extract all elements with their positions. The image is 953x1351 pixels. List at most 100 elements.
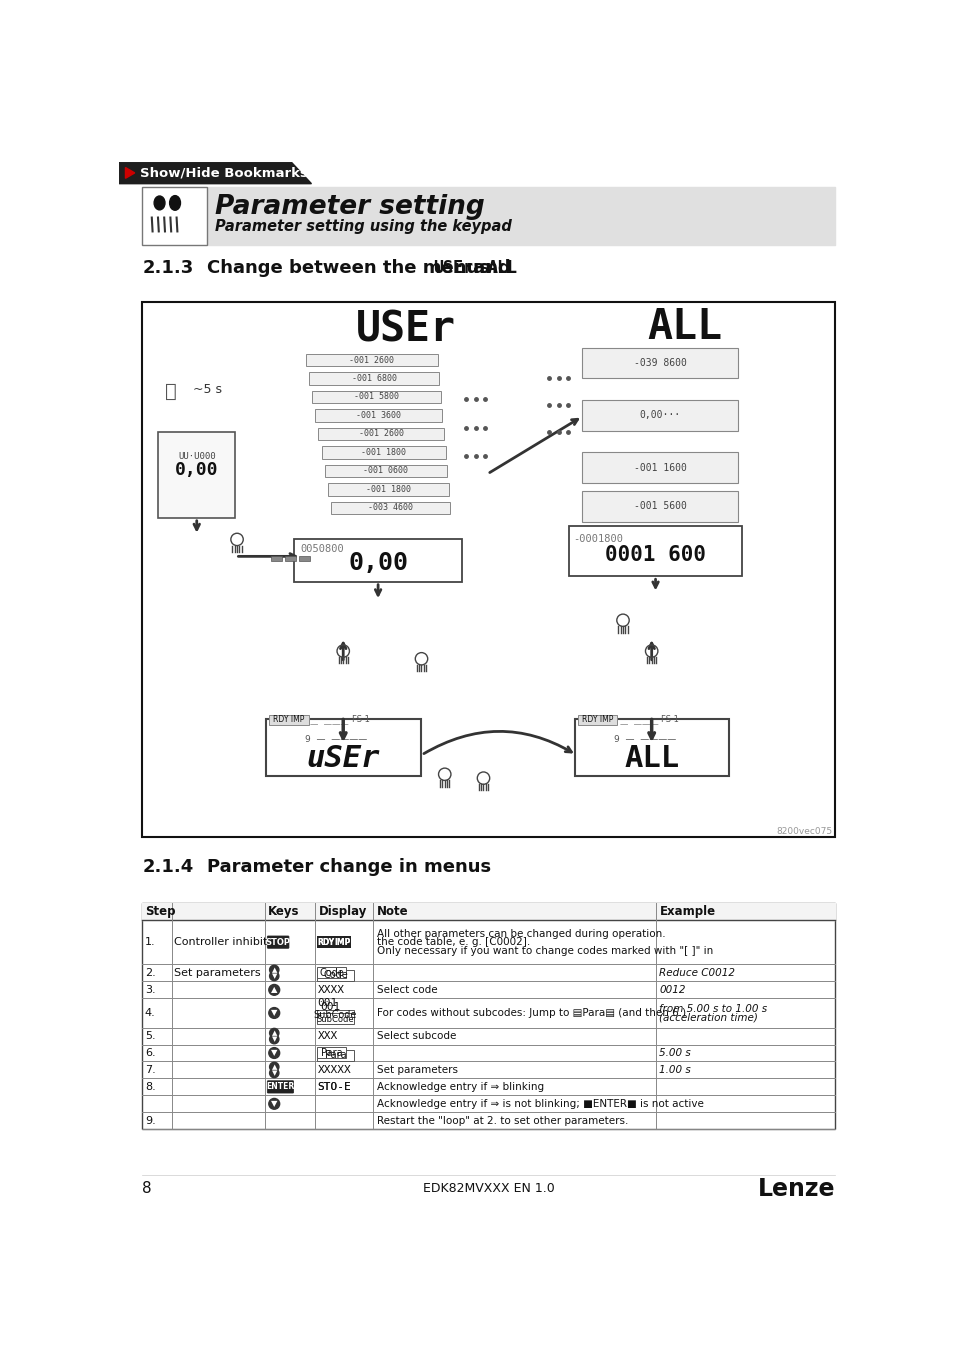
Text: FS 1: FS 1 xyxy=(660,715,679,724)
Text: 5.00 s: 5.00 s xyxy=(659,1048,691,1058)
Text: STO-E: STO-E xyxy=(317,1082,351,1092)
FancyBboxPatch shape xyxy=(328,484,448,496)
Text: RDY IMP: RDY IMP xyxy=(581,715,613,724)
FancyBboxPatch shape xyxy=(294,539,461,582)
Text: Select code: Select code xyxy=(376,985,436,994)
Text: ▲: ▲ xyxy=(272,1029,276,1036)
Text: Set parameters: Set parameters xyxy=(174,967,260,978)
Text: FS 1: FS 1 xyxy=(352,715,370,724)
FancyBboxPatch shape xyxy=(317,938,334,948)
FancyBboxPatch shape xyxy=(321,446,445,458)
Text: For codes without subcodes: Jump to ▤Para▤ (and then 6.): For codes without subcodes: Jump to ▤Par… xyxy=(376,1008,685,1017)
Text: 0,00···: 0,00··· xyxy=(639,411,680,420)
Text: -001 2600: -001 2600 xyxy=(349,355,394,365)
Text: -001 2600: -001 2600 xyxy=(358,430,403,439)
FancyBboxPatch shape xyxy=(317,1050,354,1061)
Text: from 5.00 s to 1.00 s: from 5.00 s to 1.00 s xyxy=(659,1004,767,1013)
FancyBboxPatch shape xyxy=(318,428,443,440)
Text: (acceleration time): (acceleration time) xyxy=(659,1012,758,1023)
Text: ▼: ▼ xyxy=(272,1036,276,1042)
Text: ⧖: ⧖ xyxy=(165,382,177,401)
Text: 8.: 8. xyxy=(145,1082,155,1092)
Text: Reduce C0012: Reduce C0012 xyxy=(659,967,735,978)
Text: 0,00: 0,00 xyxy=(348,550,408,574)
Text: RDY: RDY xyxy=(316,938,334,947)
Text: Only necessary if you want to change codes marked with "[ ]" in: Only necessary if you want to change cod… xyxy=(376,946,712,955)
Text: SubCode: SubCode xyxy=(316,1015,354,1024)
Text: Acknowledge entry if ⇒ is not blinking; ■ENTER■ is not active: Acknowledge entry if ⇒ is not blinking; … xyxy=(376,1098,702,1109)
FancyBboxPatch shape xyxy=(269,715,309,724)
Text: Controller inhibit: Controller inhibit xyxy=(174,938,268,947)
Text: Select subcode: Select subcode xyxy=(376,1031,456,1042)
Ellipse shape xyxy=(170,196,180,211)
Text: RDY IMP: RDY IMP xyxy=(273,715,304,724)
Text: ▼: ▼ xyxy=(272,973,276,979)
Text: UU·U000: UU·U000 xyxy=(178,451,215,461)
Text: -001 1600: -001 1600 xyxy=(633,463,686,473)
FancyBboxPatch shape xyxy=(317,936,334,947)
Text: -001 0600: -001 0600 xyxy=(363,466,408,476)
Polygon shape xyxy=(125,168,134,178)
FancyBboxPatch shape xyxy=(578,715,617,724)
Text: 5.: 5. xyxy=(145,1031,155,1042)
Text: 8: 8 xyxy=(142,1181,152,1196)
Text: ALL: ALL xyxy=(647,305,721,349)
Text: USEr: USEr xyxy=(433,259,473,277)
Circle shape xyxy=(270,971,278,981)
Text: -001 5800: -001 5800 xyxy=(354,393,398,401)
Text: -001 1800: -001 1800 xyxy=(365,485,410,494)
FancyBboxPatch shape xyxy=(306,354,437,366)
Text: -001 6800: -001 6800 xyxy=(352,374,396,382)
Text: 001: 001 xyxy=(319,1002,340,1012)
Text: Code: Code xyxy=(323,970,348,981)
Circle shape xyxy=(269,985,279,996)
Text: All other parameters can be changed during operation.: All other parameters can be changed duri… xyxy=(376,928,664,939)
Text: 3.: 3. xyxy=(145,985,155,994)
Text: ▼: ▼ xyxy=(271,1100,277,1108)
FancyBboxPatch shape xyxy=(267,1081,294,1093)
Text: 9  —  ————: 9 — ———— xyxy=(613,735,676,744)
Text: Example: Example xyxy=(659,905,715,917)
Text: ▼: ▼ xyxy=(271,1048,277,1058)
FancyBboxPatch shape xyxy=(317,970,354,981)
Text: 9  —  ————: 9 — ———— xyxy=(305,735,367,744)
Text: RDY: RDY xyxy=(316,938,334,947)
FancyBboxPatch shape xyxy=(142,902,835,1129)
Text: Keys: Keys xyxy=(268,905,299,917)
Text: SubCode: SubCode xyxy=(314,1011,356,1020)
Text: STO-E: STO-E xyxy=(317,1082,351,1092)
Text: ~5 s: ~5 s xyxy=(193,382,222,396)
Text: ▼: ▼ xyxy=(271,1008,277,1017)
Text: Change between the menus: Change between the menus xyxy=(207,259,489,277)
FancyBboxPatch shape xyxy=(581,453,738,484)
FancyBboxPatch shape xyxy=(324,465,447,477)
Text: Para: Para xyxy=(320,1048,342,1058)
FancyBboxPatch shape xyxy=(317,1013,354,1024)
Text: IMP: IMP xyxy=(334,938,351,947)
FancyBboxPatch shape xyxy=(317,967,346,978)
FancyBboxPatch shape xyxy=(312,390,440,403)
Text: ▲: ▲ xyxy=(272,967,276,973)
FancyBboxPatch shape xyxy=(309,373,439,385)
Text: Parameter setting using the keypad: Parameter setting using the keypad xyxy=(215,219,512,234)
Text: 0001 600: 0001 600 xyxy=(604,544,705,565)
Text: -003 4600: -003 4600 xyxy=(368,504,413,512)
FancyBboxPatch shape xyxy=(317,1011,354,1021)
Circle shape xyxy=(270,1062,278,1071)
Circle shape xyxy=(270,1035,278,1044)
FancyBboxPatch shape xyxy=(142,303,835,838)
FancyBboxPatch shape xyxy=(334,938,350,948)
Text: 1.00 s: 1.00 s xyxy=(659,1065,691,1075)
FancyBboxPatch shape xyxy=(142,186,207,246)
Text: -001 1800: -001 1800 xyxy=(360,449,406,457)
Text: Parameter change in menus: Parameter change in menus xyxy=(207,858,491,877)
Circle shape xyxy=(270,965,278,974)
Text: ▲: ▲ xyxy=(271,985,277,994)
Text: 8200vec075: 8200vec075 xyxy=(776,827,831,836)
Text: Code: Code xyxy=(319,967,344,978)
Text: the code table, e. g. [C0002].: the code table, e. g. [C0002]. xyxy=(376,938,529,947)
Circle shape xyxy=(269,1047,279,1058)
FancyBboxPatch shape xyxy=(334,936,350,947)
Polygon shape xyxy=(119,162,311,184)
Text: 6.: 6. xyxy=(145,1048,155,1058)
